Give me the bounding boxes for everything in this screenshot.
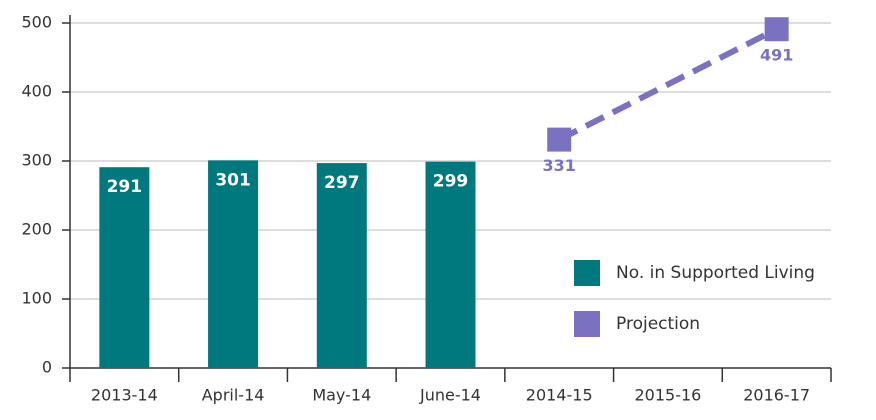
bar bbox=[425, 161, 476, 368]
y-tick-label: 400 bbox=[21, 82, 52, 101]
x-tick-label: June-14 bbox=[419, 386, 481, 405]
projection-line bbox=[557, 26, 779, 143]
legend-label: No. in Supported Living bbox=[616, 263, 815, 283]
y-tick-label: 500 bbox=[21, 13, 52, 32]
data-label: 331 bbox=[543, 156, 576, 175]
marker bbox=[547, 127, 572, 152]
legend-swatch bbox=[574, 260, 600, 286]
data-label: 301 bbox=[215, 170, 251, 190]
data-label: 491 bbox=[760, 46, 793, 65]
x-tick-label: 2014-15 bbox=[526, 386, 593, 405]
marker bbox=[764, 17, 789, 42]
x-tick-label: 2013-14 bbox=[91, 386, 158, 405]
x-tick-label: April-14 bbox=[202, 386, 265, 405]
data-label: 291 bbox=[107, 177, 143, 197]
data-label: 299 bbox=[433, 172, 469, 192]
y-tick-label: 200 bbox=[21, 220, 52, 239]
x-tick-label: 2016-17 bbox=[743, 386, 810, 405]
bar bbox=[316, 163, 367, 368]
data-label: 297 bbox=[324, 173, 360, 193]
x-tick-label: 2015-16 bbox=[634, 386, 701, 405]
legend-label: Projection bbox=[616, 314, 700, 334]
bar bbox=[208, 160, 259, 368]
y-tick-label: 100 bbox=[21, 289, 52, 308]
bar bbox=[99, 167, 150, 368]
y-tick-label: 300 bbox=[21, 151, 52, 170]
legend-swatch bbox=[574, 311, 600, 337]
y-tick-label: 0 bbox=[42, 358, 52, 377]
x-tick-label: May-14 bbox=[312, 386, 371, 405]
